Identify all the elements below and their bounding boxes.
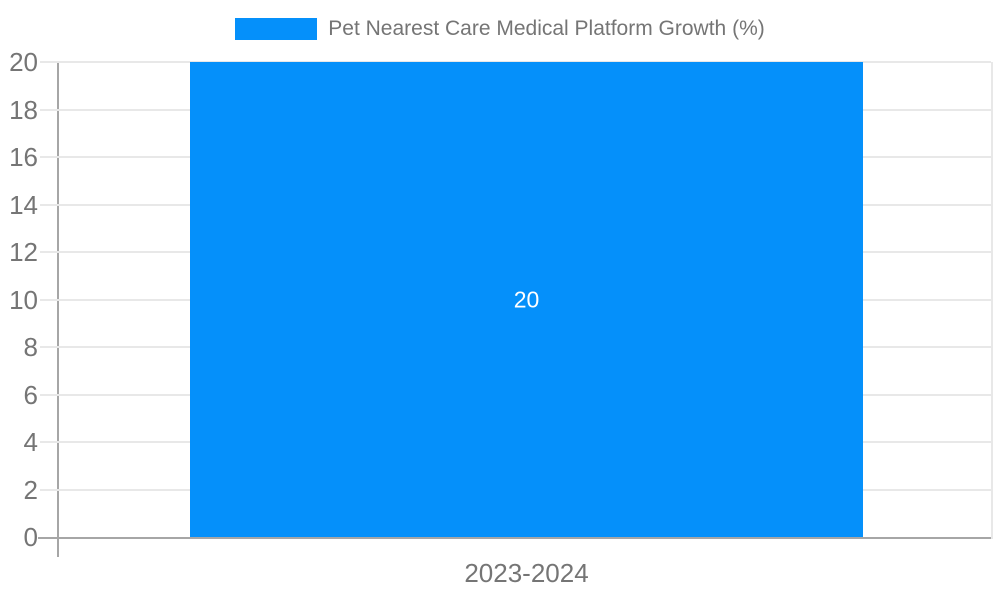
legend: Pet Nearest Care Medical Platform Growth… bbox=[0, 17, 1000, 41]
legend-item[interactable]: Pet Nearest Care Medical Platform Growth… bbox=[235, 17, 765, 41]
y-tick-label: 16 bbox=[9, 142, 38, 172]
legend-label: Pet Nearest Care Medical Platform Growth… bbox=[328, 17, 765, 40]
y-tick-label: 8 bbox=[23, 332, 38, 362]
plot-area: 20 bbox=[40, 61, 991, 537]
y-axis-line bbox=[57, 62, 59, 557]
y-tick-label: 2 bbox=[23, 474, 38, 505]
y-tick-label: 20 bbox=[9, 47, 38, 77]
x-tick-label: 2023-2024 bbox=[464, 558, 589, 588]
legend-swatch-icon bbox=[235, 18, 318, 40]
bar[interactable]: 20 bbox=[190, 62, 863, 537]
y-tick-label: 4 bbox=[23, 427, 38, 457]
bar-value-label: 20 bbox=[513, 286, 540, 312]
y-tick-label: 12 bbox=[9, 237, 38, 267]
y-tick-label: 18 bbox=[9, 94, 38, 125]
y-axis-labels: 0 2 4 6 8 10 12 14 16 18 20 bbox=[0, 49, 38, 550]
y-tick-label: 6 bbox=[23, 379, 38, 410]
x-axis-line bbox=[38, 537, 993, 539]
plot-right-border bbox=[991, 62, 993, 539]
y-tick-label: 14 bbox=[9, 189, 38, 220]
y-tick-label: 10 bbox=[9, 284, 38, 315]
y-tick-label: 0 bbox=[23, 522, 38, 552]
